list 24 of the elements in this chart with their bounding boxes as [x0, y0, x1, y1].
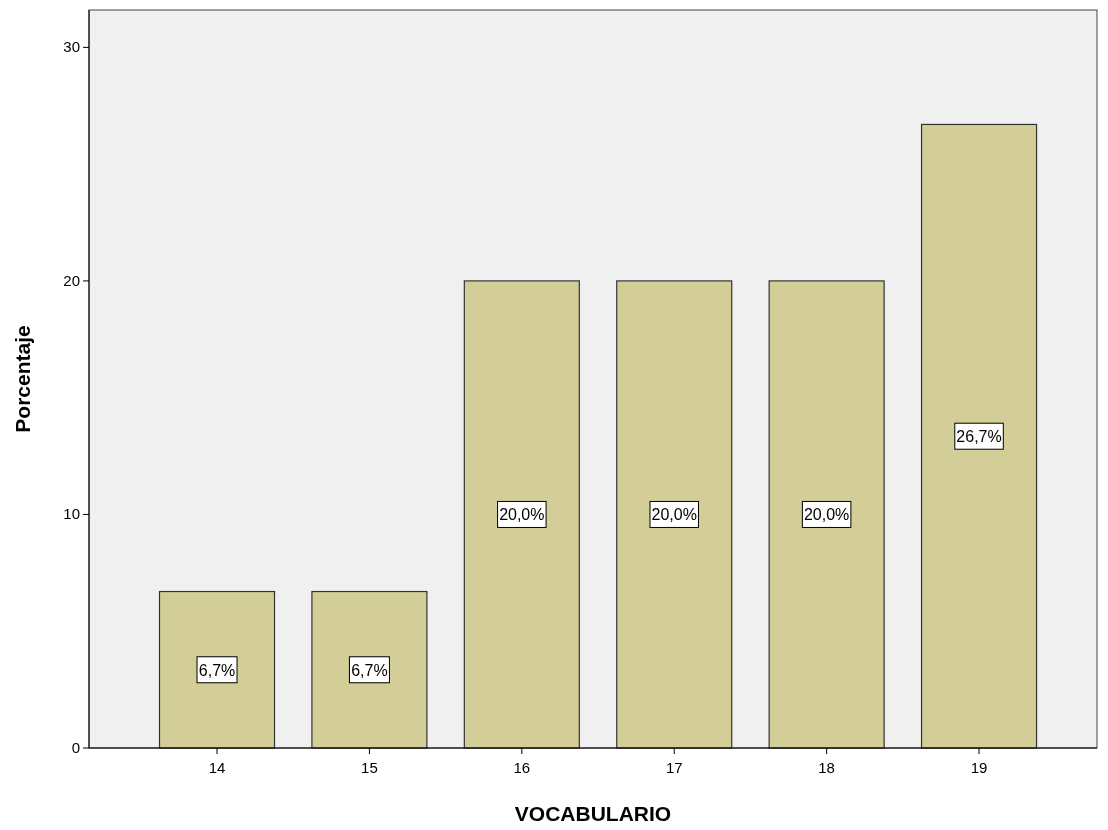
y-tick-label: 30: [63, 38, 80, 56]
bar: [616, 280, 733, 749]
bar: [920, 123, 1038, 749]
x-tick-label: 17: [665, 759, 683, 776]
data-label: 26,7%: [956, 428, 1002, 446]
bar: [768, 280, 885, 749]
data-label: 6,7%: [351, 661, 388, 679]
bar: [463, 280, 580, 749]
x-tick-label: 16: [513, 759, 531, 776]
data-label: 20,0%: [499, 506, 545, 524]
y-tick-label: 20: [63, 271, 80, 289]
x-tick-label: 19: [970, 759, 988, 776]
bar: [158, 590, 276, 749]
data-label: 20,0%: [803, 506, 850, 524]
x-tick-label: 18: [818, 759, 835, 776]
data-label: 20,0%: [651, 506, 697, 524]
data-label: 6,7%: [198, 661, 236, 679]
x-axis-title: VOCABULARIO: [514, 802, 672, 825]
x-tick-label: 15: [361, 759, 378, 776]
y-tick-label: 10: [63, 505, 80, 523]
bar: [311, 590, 428, 749]
y-axis-title: Porcentaje: [11, 325, 34, 433]
y-tick-label: 0: [71, 739, 80, 756]
x-tick-label: 14: [208, 759, 226, 776]
